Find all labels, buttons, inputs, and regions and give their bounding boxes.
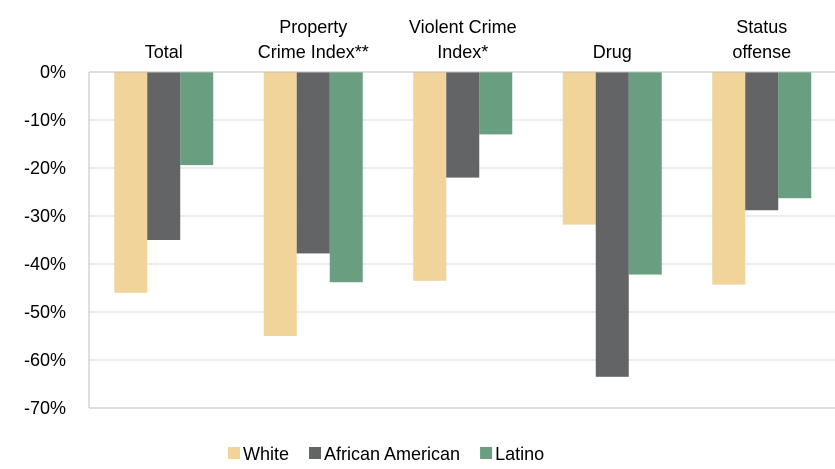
bar-latino <box>628 72 662 275</box>
bar-white <box>413 72 447 281</box>
category-label: Drug <box>593 42 632 62</box>
bar-african-american <box>446 72 480 178</box>
bar-white <box>114 72 148 293</box>
y-tick-label: -70% <box>24 398 66 418</box>
category-label: Property Crime Index** <box>258 17 369 62</box>
category-label: Violent Crime Index* <box>409 17 517 62</box>
legend-label: African American <box>324 444 460 464</box>
legend-swatch <box>309 447 322 459</box>
y-tick-label: 0% <box>40 62 66 82</box>
bar-latino <box>479 72 513 135</box>
y-tick-label: -60% <box>24 350 66 370</box>
bar-latino <box>180 72 214 166</box>
bars <box>114 72 812 377</box>
legend-label: White <box>243 444 289 464</box>
axes <box>88 71 835 409</box>
legend: White African American Latino <box>228 444 544 464</box>
legend-label: Latino <box>495 444 544 464</box>
bar-african-american <box>745 72 779 211</box>
bar-latino <box>778 72 812 199</box>
bar-latino <box>329 72 363 283</box>
y-tick-label: -50% <box>24 302 66 322</box>
y-tick-label: -10% <box>24 110 66 130</box>
bar-african-american <box>296 72 330 254</box>
category-label: Status offense <box>732 17 791 62</box>
y-tick-label: -30% <box>24 206 66 226</box>
category-label: Total <box>145 42 183 62</box>
bar-white <box>562 72 596 225</box>
bar-african-american <box>147 72 181 240</box>
y-tick-labels: 0% -10% -20% -30% -40% -50% -60% -70% <box>24 62 66 418</box>
bar-african-american <box>595 72 629 377</box>
y-tick-label: -40% <box>24 254 66 274</box>
bar-white <box>263 72 297 336</box>
bar-white <box>712 72 746 285</box>
legend-swatch <box>480 447 493 459</box>
legend-swatch <box>228 447 240 459</box>
y-tick-label: -20% <box>24 158 66 178</box>
category-labels: Total Property Crime Index** Violent Crime I… <box>145 17 791 62</box>
